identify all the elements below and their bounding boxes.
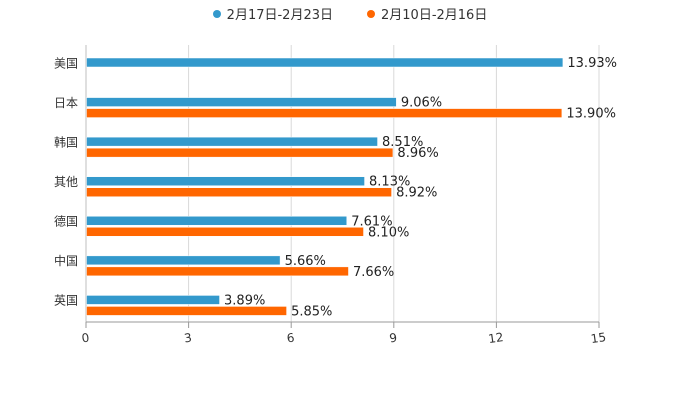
legend-item-series-1[interactable]: 2月17日-2月23日 <box>212 4 333 23</box>
data-label-2-2: 8.96% <box>397 146 438 161</box>
data-label-1-0: 13.93% <box>567 56 617 71</box>
bar-2-2 <box>86 147 394 158</box>
bar-2-6 <box>86 306 287 316</box>
legend-marker-series-1 <box>212 9 221 18</box>
bar-1-1 <box>86 97 397 107</box>
bar-2-4 <box>86 227 364 237</box>
x-tick-label-3: 9 <box>388 331 398 346</box>
x-tick-label-5: 15 <box>590 330 607 346</box>
category-label-1: 日本 <box>54 96 78 110</box>
data-label-2-5: 7.66% <box>353 265 394 280</box>
legend-label-series-1: 2月17日-2月23日 <box>226 8 333 23</box>
data-label-2-6: 5.85% <box>291 304 332 319</box>
legend-label-series-2: 2月10日-2月16日 <box>381 8 488 23</box>
category-label-0: 美国 <box>54 56 78 70</box>
data-label-2-1: 13.90% <box>566 107 616 122</box>
x-tick-label-0: 0 <box>81 331 91 346</box>
category-label-3: 其他 <box>54 175 78 189</box>
bar-2-1 <box>86 108 563 118</box>
bar-1-6 <box>86 295 220 305</box>
bar-2-5 <box>86 266 349 277</box>
category-label-2: 韩国 <box>54 134 78 149</box>
x-tick-label-2: 6 <box>286 331 296 346</box>
bar-1-3 <box>86 176 365 186</box>
data-label-2-3: 8.92% <box>396 186 437 201</box>
x-tick-label-4: 12 <box>487 330 504 346</box>
legend: 2月17日-2月23日 2月10日-2月16日 <box>0 4 700 23</box>
data-label-1-6: 3.89% <box>224 293 265 308</box>
data-label-1-5: 5.66% <box>285 254 326 269</box>
category-label-4: 德国 <box>54 214 78 229</box>
data-label-2-4: 8.10% <box>368 225 409 240</box>
bar-2-3 <box>86 187 392 197</box>
data-label-1-3: 8.13% <box>369 175 410 190</box>
data-label-1-2: 8.51% <box>382 135 423 150</box>
bar-1-2 <box>86 136 378 147</box>
category-label-6: 英国 <box>54 294 78 308</box>
bar-1-4 <box>86 216 348 226</box>
data-label-1-4: 7.61% <box>351 214 392 229</box>
bar-1-5 <box>86 255 281 266</box>
bar-1-0 <box>86 57 564 68</box>
legend-marker-series-2 <box>367 9 375 18</box>
x-tick-label-1: 3 <box>183 331 193 346</box>
legend-item-series-2[interactable]: 2月10日-2月16日 <box>367 4 487 23</box>
data-label-1-1: 9.06% <box>401 96 442 111</box>
category-label-5: 中国 <box>54 253 78 268</box>
